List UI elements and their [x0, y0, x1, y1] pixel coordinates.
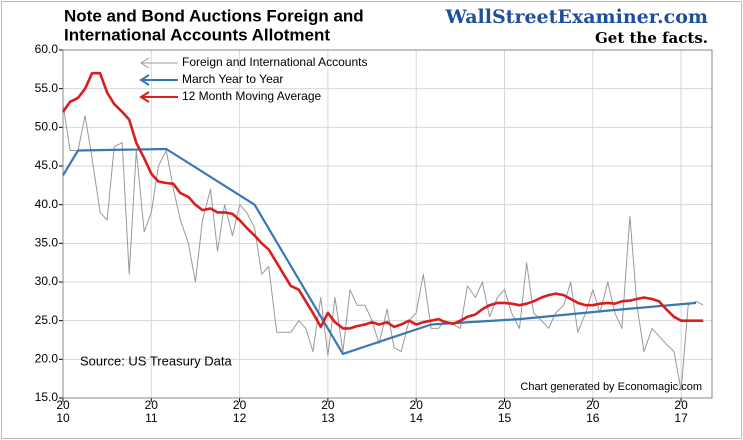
series-line	[62, 147, 697, 355]
y-tick-label: 30.0	[35, 274, 59, 288]
x-tick-label: 20 11	[145, 398, 159, 425]
x-tick-label: 20 10	[56, 398, 70, 425]
plot-border	[62, 49, 713, 399]
plot-area	[63, 50, 712, 398]
y-tick-label: 15.0	[35, 390, 59, 404]
legend-arrow	[139, 91, 150, 103]
legend-arrow	[139, 74, 150, 86]
series-line	[62, 104, 704, 391]
y-tick-label: 20.0	[35, 352, 59, 366]
x-tick-label: 20 13	[321, 398, 335, 425]
tagline: Get the facts.	[595, 29, 708, 47]
x-tick-label: 20 12	[233, 398, 247, 425]
series-line	[61, 71, 704, 330]
y-tick-label: 60.0	[35, 42, 59, 56]
legend-arrow	[140, 57, 150, 69]
y-tick-label: 40.0	[35, 197, 59, 211]
chart-title: International Accounts Allotment	[64, 25, 330, 44]
x-tick-label: 20 15	[498, 398, 512, 425]
y-tick-label: 50.0	[35, 120, 59, 134]
y-tick-label: 45.0	[35, 158, 59, 172]
brand: WallStreetExaminer.com	[445, 6, 708, 28]
x-tick-label: 20 16	[586, 398, 600, 425]
chart-title: Note and Bond Auctions Foreign and	[64, 6, 364, 25]
annotation: Chart generated by Economagic.com	[520, 381, 702, 393]
legend-label: Foreign and International Accounts	[182, 55, 367, 69]
y-tick-label: 35.0	[35, 236, 59, 250]
y-tick-label: 25.0	[35, 313, 59, 327]
x-tick-label: 20 14	[410, 398, 424, 425]
x-tick-label: 20 17	[674, 398, 688, 425]
legend-label: March Year to Year	[182, 72, 283, 86]
annotation: Source: US Treasury Data	[80, 353, 232, 368]
legend-label: 12 Month Moving Average	[182, 89, 322, 103]
y-tick-label: 55.0	[35, 81, 59, 95]
